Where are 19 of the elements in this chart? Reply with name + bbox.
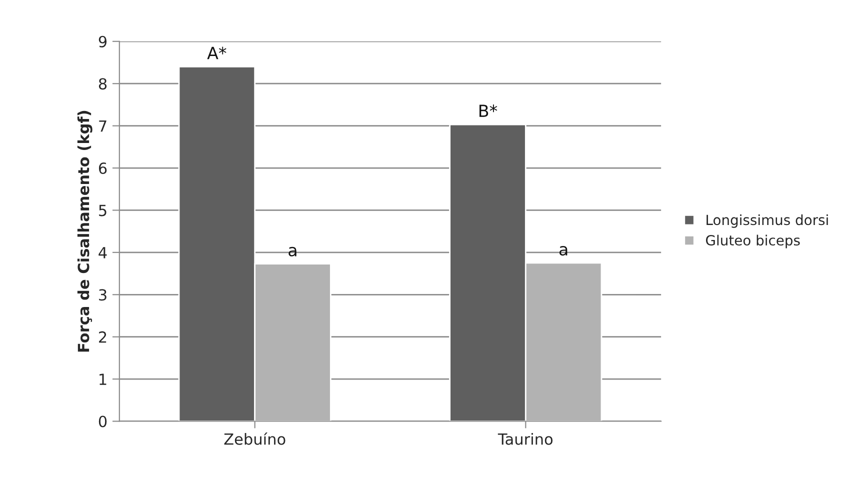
x-tick-label: Taurino <box>498 433 553 445</box>
y-tick-label: 8 <box>98 78 107 90</box>
y-tick-label: 4 <box>98 247 107 258</box>
legend-label: Gluteo biceps <box>706 234 800 248</box>
y-axis-title: Força de Cisalhamento (kgf) <box>77 110 92 352</box>
annotation: A* <box>207 46 226 60</box>
annotation: a <box>559 246 568 256</box>
y-tick-label: 7 <box>99 120 106 132</box>
y-tick-label: 1 <box>100 374 106 385</box>
x-tick-label: Zebuíno <box>224 432 286 445</box>
y-tick-label: 3 <box>99 289 106 301</box>
legend-label: Longissimus dorsi <box>706 214 828 228</box>
y-tick-label: 5 <box>99 204 106 216</box>
y-tick-label: 9 <box>98 36 107 48</box>
annotation: B* <box>479 104 498 117</box>
y-tick-label: 2 <box>99 331 106 343</box>
annotation: a <box>288 246 296 256</box>
y-tick-label: 6 <box>98 162 107 174</box>
y-tick-label: 0 <box>98 416 107 428</box>
